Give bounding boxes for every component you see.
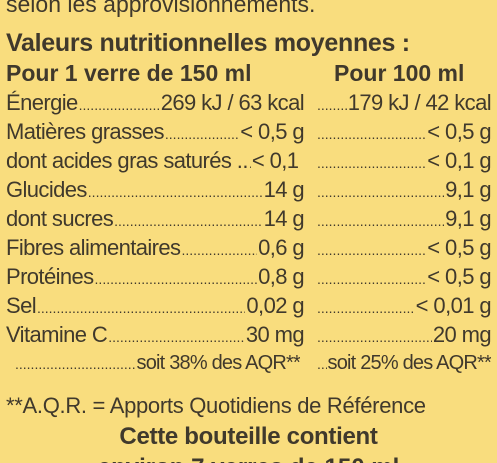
nutrient-label: dont acides gras saturés .. — [6, 148, 248, 173]
value-per-glass: 269 kJ / 63 kcal — [160, 90, 304, 115]
nutrition-row-saturated-fat: dont acides gras saturés .. < 0,1 g < 0,… — [0, 148, 497, 178]
bottle-contents-cut-line: environ 7 verres de 150 ml — [0, 454, 497, 463]
dot-leader — [165, 126, 239, 142]
value-per-100ml: < 0,5 g — [427, 119, 491, 144]
cell-per-glass: Énergie 269 kJ / 63 kcal — [6, 90, 304, 120]
cell-per-100ml: soit 25% des AQR** — [316, 352, 491, 382]
cell-per-100ml: < 0,5 g — [316, 119, 491, 149]
aqr-footnote: **A.Q.R. = Apports Quotidiens de Référen… — [6, 393, 426, 418]
cell-per-100ml: 9,1 g — [316, 206, 491, 236]
aqr-per-100ml: soit 25% des AQR** — [327, 352, 491, 374]
nutrient-label: Sel — [6, 293, 37, 318]
intro-text: selon les approvisionnements. — [6, 0, 316, 17]
nutrient-label: Vitamine C — [6, 322, 108, 347]
value-per-100ml: 9,1 g — [445, 177, 491, 202]
cell-per-100ml: 20 mg — [316, 322, 491, 352]
dot-leader — [317, 242, 426, 258]
cell-per-100ml: < 0,5 g — [316, 264, 491, 294]
nutrition-row-vitamin-c: Vitamine C 30 mg 20 mg — [0, 322, 497, 352]
cell-per-glass: dont sucres 14 g — [6, 206, 304, 236]
dot-leader — [249, 155, 251, 171]
value-per-100ml: 9,1 g — [445, 206, 491, 231]
cell-per-100ml: 9,1 g — [316, 177, 491, 207]
bottle-contents-heading: Cette bouteille contient — [119, 423, 378, 450]
dot-leader — [37, 300, 245, 316]
dot-leader — [317, 155, 426, 171]
dot-leader — [114, 213, 262, 229]
value-per-100ml: < 0,5 g — [427, 264, 491, 289]
cell-per-glass: Vitamine C 30 mg — [6, 322, 304, 352]
nutrition-row-carbohydrates: Glucides 14 g 9,1 g — [0, 177, 497, 207]
nutrition-heading: Valeurs nutritionnelles moyennes : — [6, 29, 410, 57]
value-per-glass: 0,6 g — [258, 235, 304, 260]
dot-leader — [79, 97, 160, 113]
dot-leader — [317, 300, 415, 316]
value-per-glass: 14 g — [263, 206, 304, 231]
nutrition-row-fibre: Fibres alimentaires 0,6 g < 0,5 g — [0, 235, 497, 265]
nutrient-label: dont sucres — [6, 206, 114, 231]
value-per-100ml: < 0,01 g — [415, 293, 491, 318]
nutrient-label: Protéines — [6, 264, 94, 289]
dot-leader — [15, 356, 136, 372]
dot-leader — [317, 356, 327, 372]
nutrient-label: Énergie — [6, 90, 78, 115]
dot-leader — [88, 184, 263, 200]
dot-leader — [317, 271, 426, 287]
dot-leader — [317, 184, 444, 200]
nutrient-label: Glucides — [6, 177, 87, 202]
cell-per-glass: soit 38% des AQR** — [14, 352, 300, 382]
cell-per-glass: Protéines 0,8 g — [6, 264, 304, 294]
dot-leader — [317, 97, 347, 113]
cell-per-glass: Matières grasses < 0,5 g — [6, 119, 304, 149]
dot-leader — [181, 242, 257, 258]
value-per-glass: 0,8 g — [258, 264, 304, 289]
nutrition-row-sugars: dont sucres 14 g 9,1 g — [0, 206, 497, 236]
cell-per-100ml: < 0,5 g — [316, 235, 491, 265]
nutrient-label: Fibres alimentaires — [6, 235, 181, 260]
nutrient-label: Matières grasses — [6, 119, 165, 144]
dot-leader — [317, 329, 432, 345]
cell-per-glass: Glucides 14 g — [6, 177, 304, 207]
value-per-100ml: 179 kJ / 42 kcal — [347, 90, 491, 115]
nutrition-row-energy: Énergie 269 kJ / 63 kcal 179 kJ / 42 kca… — [0, 90, 497, 120]
nutrition-row-aqr: soit 38% des AQR** soit 25% des AQR** — [0, 352, 497, 382]
value-per-100ml: 20 mg — [432, 322, 491, 347]
value-per-100ml: < 0,5 g — [427, 235, 491, 260]
cell-per-glass: Sel 0,02 g — [6, 293, 304, 323]
value-per-glass: 30 mg — [245, 322, 304, 347]
cell-per-glass: Fibres alimentaires 0,6 g — [6, 235, 304, 265]
value-per-100ml: < 0,1 g — [427, 148, 491, 173]
dot-leader — [317, 126, 426, 142]
dot-leader — [95, 271, 258, 287]
value-per-glass: 14 g — [263, 177, 304, 202]
cell-per-100ml: < 0,1 g — [316, 148, 491, 178]
aqr-per-glass: soit 38% des AQR** — [136, 352, 300, 374]
dot-leader — [108, 329, 245, 345]
nutrition-row-fat: Matières grasses < 0,5 g < 0,5 g — [0, 119, 497, 149]
nutrition-row-protein: Protéines 0,8 g < 0,5 g — [0, 264, 497, 294]
cell-per-100ml: 179 kJ / 42 kcal — [316, 90, 491, 120]
column-header-per-100ml: Pour 100 ml — [334, 60, 465, 86]
value-per-glass: < 0,5 g — [240, 119, 304, 144]
value-per-glass: < 0,1 g — [251, 148, 304, 173]
nutrition-row-salt: Sel 0,02 g < 0,01 g — [0, 293, 497, 323]
cell-per-glass: dont acides gras saturés .. < 0,1 g — [6, 148, 304, 178]
cell-per-100ml: < 0,01 g — [316, 293, 491, 323]
dot-leader — [317, 213, 444, 229]
column-header-per-glass: Pour 1 verre de 150 ml — [6, 60, 252, 86]
value-per-glass: 0,02 g — [246, 293, 304, 318]
